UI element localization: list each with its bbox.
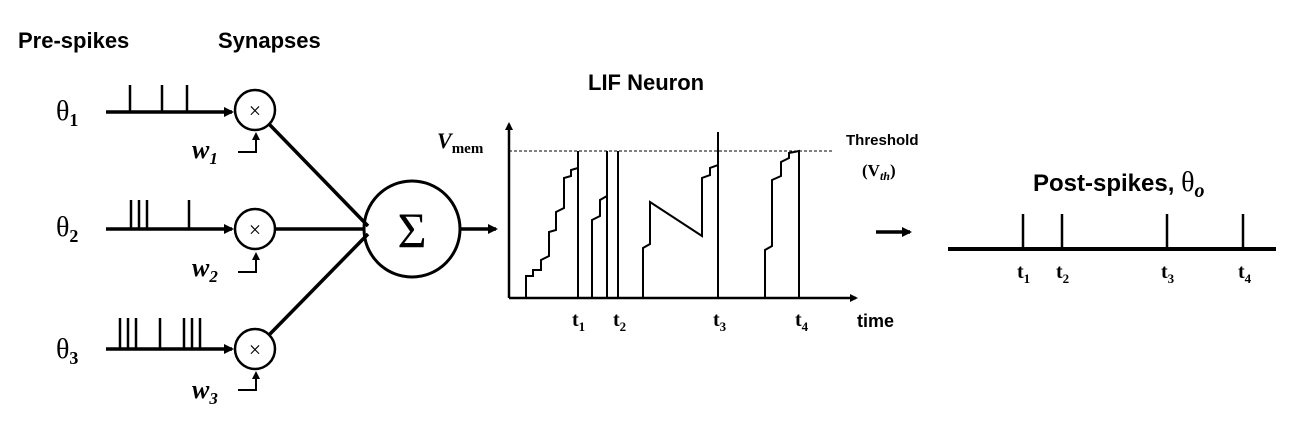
- output-t3-label: t3: [1161, 261, 1175, 286]
- weight-2-label: w2: [192, 253, 218, 286]
- membrane-potential-trace: [525, 132, 800, 298]
- input-row-3: θ3 × w3: [56, 318, 277, 408]
- theta-3-label: θ3: [56, 334, 78, 368]
- weight-3-label: w3: [192, 375, 218, 408]
- output-t4-label: t4: [1238, 261, 1252, 286]
- weight-2-arrow: [238, 252, 260, 273]
- plot-t4-label: t4: [795, 309, 809, 334]
- sigma-icon: Σ: [397, 202, 426, 258]
- output-t2-label: t2: [1056, 261, 1069, 286]
- synapse-3-multiplier: [233, 327, 277, 371]
- lif-neuron-header: LIF Neuron: [588, 70, 704, 95]
- synapses-header: Synapses: [218, 28, 321, 53]
- plot-t3-label: t3: [713, 309, 727, 334]
- theta-1-label: θ1: [56, 96, 78, 130]
- multiply-icon: ×: [249, 337, 261, 362]
- multiply-icon: ×: [249, 98, 261, 123]
- threshold-label: Threshold: [846, 132, 919, 149]
- v-mem-label: Vmem: [437, 128, 484, 157]
- pre-spikes-header: Pre-spikes: [18, 28, 129, 53]
- synapse-to-sum-lines: [267, 122, 370, 337]
- lif-membrane-plot: Vmem Threshold (Vth) t1 t2 t3 t4 time: [437, 122, 919, 334]
- plot-t1-label: t1: [572, 309, 585, 334]
- plot-t2-label: t2: [613, 309, 626, 334]
- output-t1-label: t1: [1017, 261, 1030, 286]
- post-spikes-header: Post-spikes, θo: [1033, 167, 1204, 202]
- weight-1-label: w1: [192, 135, 218, 168]
- multiply-icon: ×: [249, 217, 261, 242]
- weight-3-arrow: [238, 371, 260, 391]
- spike-train-2: [129, 200, 191, 229]
- threshold-symbol: (Vth): [862, 161, 896, 183]
- output-spike-train: Post-spikes, θo t1 t2 t3 t4: [948, 167, 1276, 286]
- output-spikes: [1021, 214, 1245, 249]
- summation-node: [362, 179, 462, 279]
- weight-1-arrow: [238, 132, 260, 153]
- theta-2-label: θ2: [56, 212, 78, 246]
- input-row-1: θ1 × w1: [56, 85, 277, 168]
- input-row-2: θ2 × w2: [56, 200, 277, 286]
- spike-train-3: [118, 318, 202, 349]
- spike-train-1: [128, 85, 189, 112]
- synapse-1-multiplier: [233, 88, 277, 132]
- time-axis-label: time: [857, 311, 894, 331]
